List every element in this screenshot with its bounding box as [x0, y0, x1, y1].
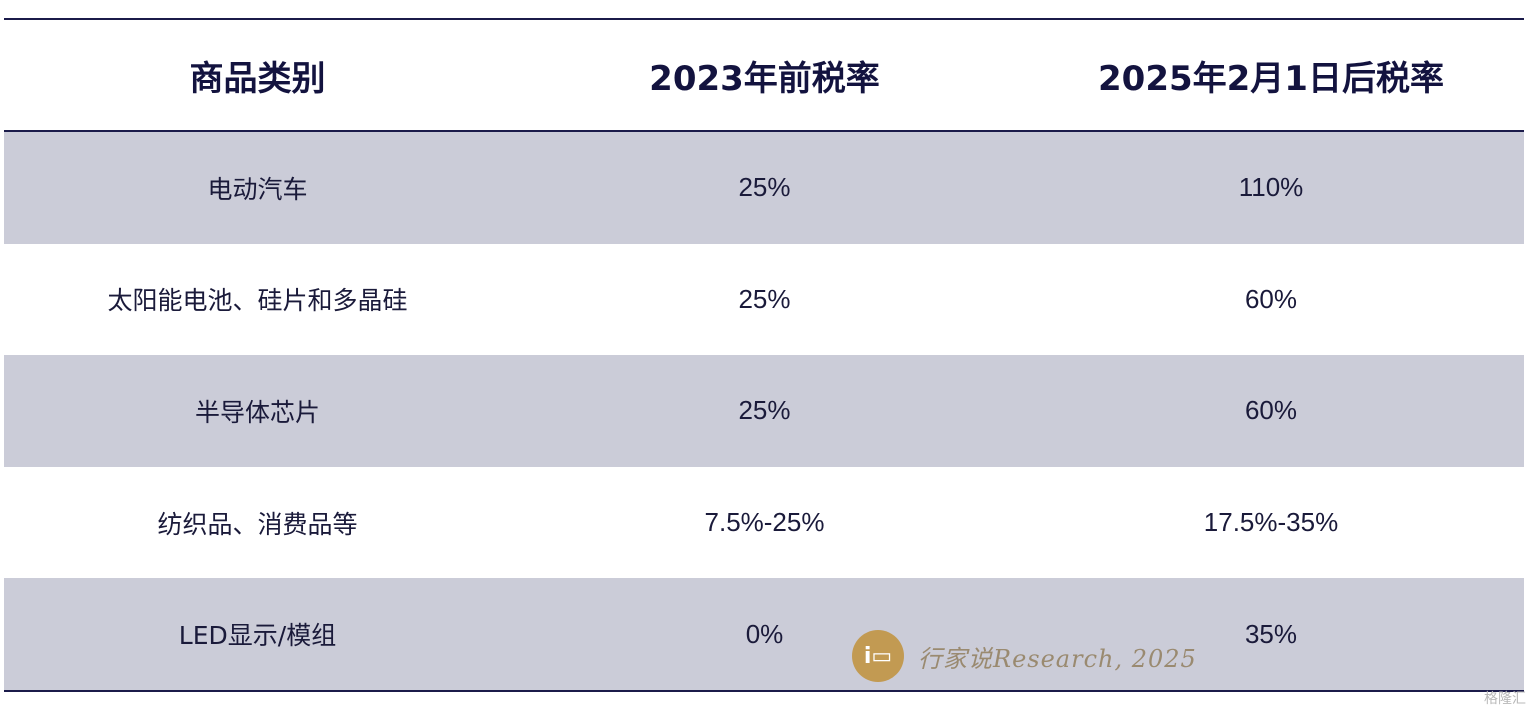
table-row: LED显示/模组 0% 35% [4, 578, 1524, 690]
table-row: 太阳能电池、硅片和多晶硅 25% 60% [4, 244, 1524, 356]
table-bottom-rule [4, 689, 1524, 692]
category-cell: LED显示/模组 [178, 621, 337, 651]
column-header-category: 商品类别 [189, 58, 326, 99]
tariff-table: 商品类别 2023年前税率 2025年2月1日后税率 电动汽车 25% 110%… [4, 20, 1524, 692]
table-row: 纺织品、消费品等 7.5%-25% 17.5%-35% [4, 467, 1524, 579]
column-header-rate-after-2025: 2025年2月1日后税率 [1098, 58, 1444, 99]
category-cell: 纺织品、消费品等 [157, 509, 358, 539]
rate-after-cell: 60% [1244, 395, 1298, 426]
rate-after-cell: 110% [1238, 172, 1304, 203]
table-row: 半导体芯片 25% 60% [4, 355, 1524, 467]
header-rule [4, 130, 1524, 132]
rate-after-cell: 17.5%-35% [1203, 507, 1339, 538]
watermark-logo-icon: i▭ [852, 630, 904, 682]
table-row: 电动汽车 25% 110% [4, 132, 1524, 244]
rate-after-cell: 35% [1244, 618, 1298, 649]
column-header-rate-before-2023: 2023年前税率 [649, 58, 880, 99]
watermark-text: 行家说Research, 2025 [918, 644, 1197, 673]
rate-after-cell: 60% [1244, 283, 1298, 314]
table-header-row: 商品类别 2023年前税率 2025年2月1日后税率 [4, 20, 1524, 130]
category-cell: 半导体芯片 [194, 397, 320, 427]
research-watermark: i▭ 行家说Research, 2025 [852, 630, 1197, 682]
category-cell: 电动汽车 [207, 174, 308, 204]
rate-before-cell: 0% [745, 618, 784, 649]
rate-before-cell: 25% [738, 395, 791, 426]
rate-before-cell: 25% [738, 283, 791, 314]
category-cell: 太阳能电池、硅片和多晶硅 [107, 286, 408, 316]
rate-before-cell: 25% [738, 172, 791, 203]
table-top-rule [4, 18, 1524, 20]
rate-before-cell: 7.5%-25% [704, 507, 825, 538]
corner-watermark: 格隆汇 [1484, 691, 1526, 707]
